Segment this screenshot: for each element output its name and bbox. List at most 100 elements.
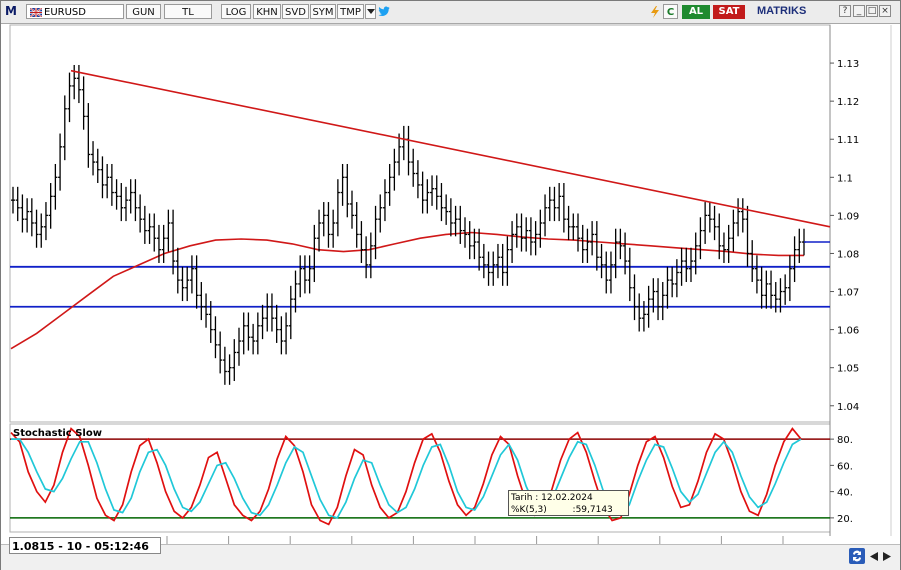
- stochastic-tick-label: 80.: [837, 435, 853, 446]
- tl-button[interactable]: TL: [164, 4, 212, 19]
- candle: [227, 354, 232, 385]
- candle: [505, 236, 510, 286]
- candle: [561, 183, 566, 233]
- y-tick-label: 1.13: [837, 59, 859, 70]
- trendline-layer: [70, 69, 831, 228]
- help-icon[interactable]: ?: [839, 5, 851, 17]
- candle: [656, 278, 661, 321]
- candle: [693, 232, 698, 275]
- candle: [350, 190, 354, 229]
- candle: [590, 221, 595, 256]
- brand-logo: MATRIKS: [757, 5, 807, 17]
- candle: [406, 125, 411, 176]
- moving-average-layer: [10, 231, 804, 350]
- sync-icon[interactable]: [849, 548, 865, 564]
- candle: [651, 278, 656, 313]
- candle: [401, 125, 406, 161]
- scroll-right-icon[interactable]: [883, 552, 892, 561]
- candle: [533, 221, 538, 256]
- candle: [156, 224, 161, 263]
- symbol-field[interactable]: EURUSD: [26, 4, 124, 19]
- candle: [321, 202, 326, 237]
- candle: [641, 301, 646, 332]
- tooltip-value: %K(5,3) :59,7143: [511, 505, 613, 515]
- buy-button[interactable]: AL: [682, 5, 710, 19]
- candle: [62, 95, 67, 161]
- candle: [736, 198, 741, 237]
- candle: [726, 224, 731, 263]
- indicator-title: Stochastic Slow: [13, 428, 102, 439]
- sell-button[interactable]: SAT: [713, 5, 745, 19]
- y-tick-label: 1.04: [837, 402, 859, 413]
- candle: [354, 202, 359, 248]
- stochastic-tick-label: 40.: [837, 488, 853, 499]
- candle: [331, 209, 336, 248]
- candle: [566, 205, 571, 241]
- candle: [39, 213, 44, 248]
- candle: [189, 255, 194, 294]
- candle: [91, 141, 96, 176]
- last-price-readout: 1.0815 - 10 - 05:12:46: [9, 537, 161, 554]
- candle: [124, 186, 128, 222]
- candle: [180, 266, 185, 302]
- maximize-icon[interactable]: □: [866, 5, 878, 17]
- khn-button[interactable]: KHN: [253, 4, 281, 19]
- minimize-icon[interactable]: _: [853, 5, 865, 17]
- app-logo: M: [5, 4, 17, 18]
- candle: [284, 312, 289, 355]
- candle: [783, 274, 788, 305]
- candle: [646, 285, 651, 328]
- candle: [293, 270, 298, 313]
- sym-button[interactable]: SYM: [310, 4, 336, 19]
- candle: [463, 217, 467, 248]
- candle: [260, 304, 265, 340]
- log-button[interactable]: LOG: [221, 4, 251, 19]
- candle: [425, 179, 430, 214]
- refresh-icon[interactable]: C: [663, 4, 678, 19]
- chart-area[interactable]: [1, 24, 900, 544]
- candle: [298, 255, 303, 298]
- candle: [43, 202, 48, 241]
- candle: [420, 171, 425, 214]
- candle: [317, 209, 322, 252]
- candle: [787, 255, 792, 302]
- candle: [138, 194, 143, 233]
- candle: [538, 209, 543, 248]
- y-tick-label: 1.09: [837, 211, 859, 222]
- candle: [81, 76, 86, 130]
- candle: [100, 156, 105, 199]
- scroll-left-icon[interactable]: [870, 552, 879, 561]
- candle: [717, 213, 722, 260]
- candle: [721, 232, 726, 263]
- candle: [481, 243, 486, 279]
- candle: [500, 243, 505, 286]
- gun-button[interactable]: GUN: [126, 4, 161, 19]
- candle: [67, 72, 72, 123]
- candle: [448, 198, 453, 237]
- candle: [439, 183, 444, 222]
- candle: [237, 327, 241, 366]
- candle: [48, 183, 53, 229]
- candle: [397, 133, 402, 176]
- candle: [265, 293, 270, 332]
- candle: [759, 266, 764, 309]
- candle: [665, 266, 670, 309]
- candle: [660, 282, 665, 321]
- candle: [627, 247, 632, 302]
- close-icon[interactable]: ×: [879, 5, 891, 17]
- dropdown-arrow-icon[interactable]: [365, 4, 376, 19]
- svd-button[interactable]: SVD: [282, 4, 309, 19]
- tmp-button[interactable]: TMP: [337, 4, 364, 19]
- candle: [72, 64, 77, 100]
- twitter-icon[interactable]: [378, 6, 390, 17]
- candle: [491, 251, 496, 286]
- lightning-icon[interactable]: [650, 6, 660, 18]
- candle: [142, 205, 147, 244]
- candle: [53, 163, 58, 210]
- candle: [307, 255, 312, 294]
- candle: [105, 163, 110, 199]
- candle: [778, 278, 783, 313]
- candle: [434, 175, 439, 210]
